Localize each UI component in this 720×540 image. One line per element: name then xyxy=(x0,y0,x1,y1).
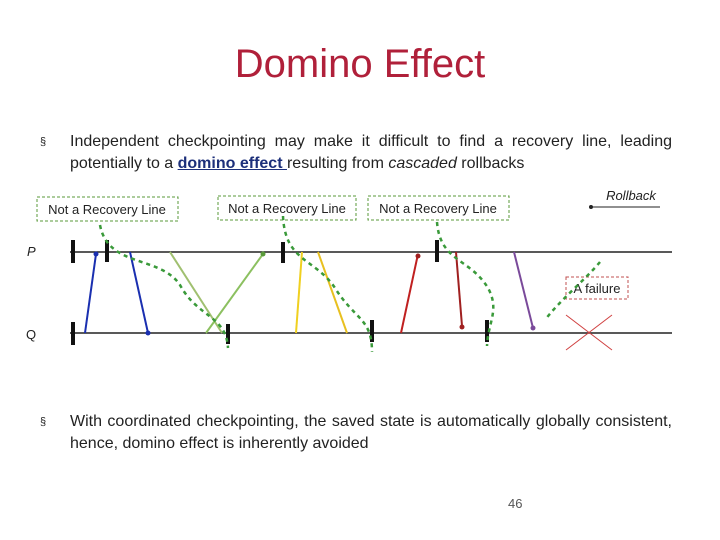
label: Rollback xyxy=(606,188,657,203)
bullet-text: With coordinated checkpointing, the save… xyxy=(70,413,672,452)
label-boxes xyxy=(36,195,629,300)
emphasis: cascaded xyxy=(388,155,457,172)
label: Not a Recovery Line xyxy=(379,201,497,216)
process-label: P xyxy=(27,244,36,259)
label: Not a Recovery Line xyxy=(48,202,166,217)
text: rollbacks xyxy=(456,155,525,172)
bullet-text: Independent checkpointing may make it di… xyxy=(70,131,672,175)
arrow-head xyxy=(589,205,593,209)
label: A failure xyxy=(574,281,621,296)
emphasis: domino effect xyxy=(177,155,287,172)
bullet-marker: § xyxy=(40,136,47,148)
process-label: Q xyxy=(26,327,36,342)
bullet: § With coordinated checkpointing, the sa… xyxy=(40,411,672,455)
label: Not a Recovery Line xyxy=(228,201,346,216)
slide-title: Domino Effect xyxy=(234,42,486,86)
recovery-lines xyxy=(98,215,601,353)
page-number: 46 xyxy=(508,496,523,511)
bullet: § Independent checkpointing may make it … xyxy=(40,131,672,175)
text: Independent checkpointing may make it di… xyxy=(70,133,672,172)
failure-mark xyxy=(565,314,613,351)
checkpoints xyxy=(71,240,489,345)
bullet-marker: § xyxy=(40,416,47,428)
text: resulting from xyxy=(286,155,389,172)
message-dots xyxy=(93,251,536,336)
